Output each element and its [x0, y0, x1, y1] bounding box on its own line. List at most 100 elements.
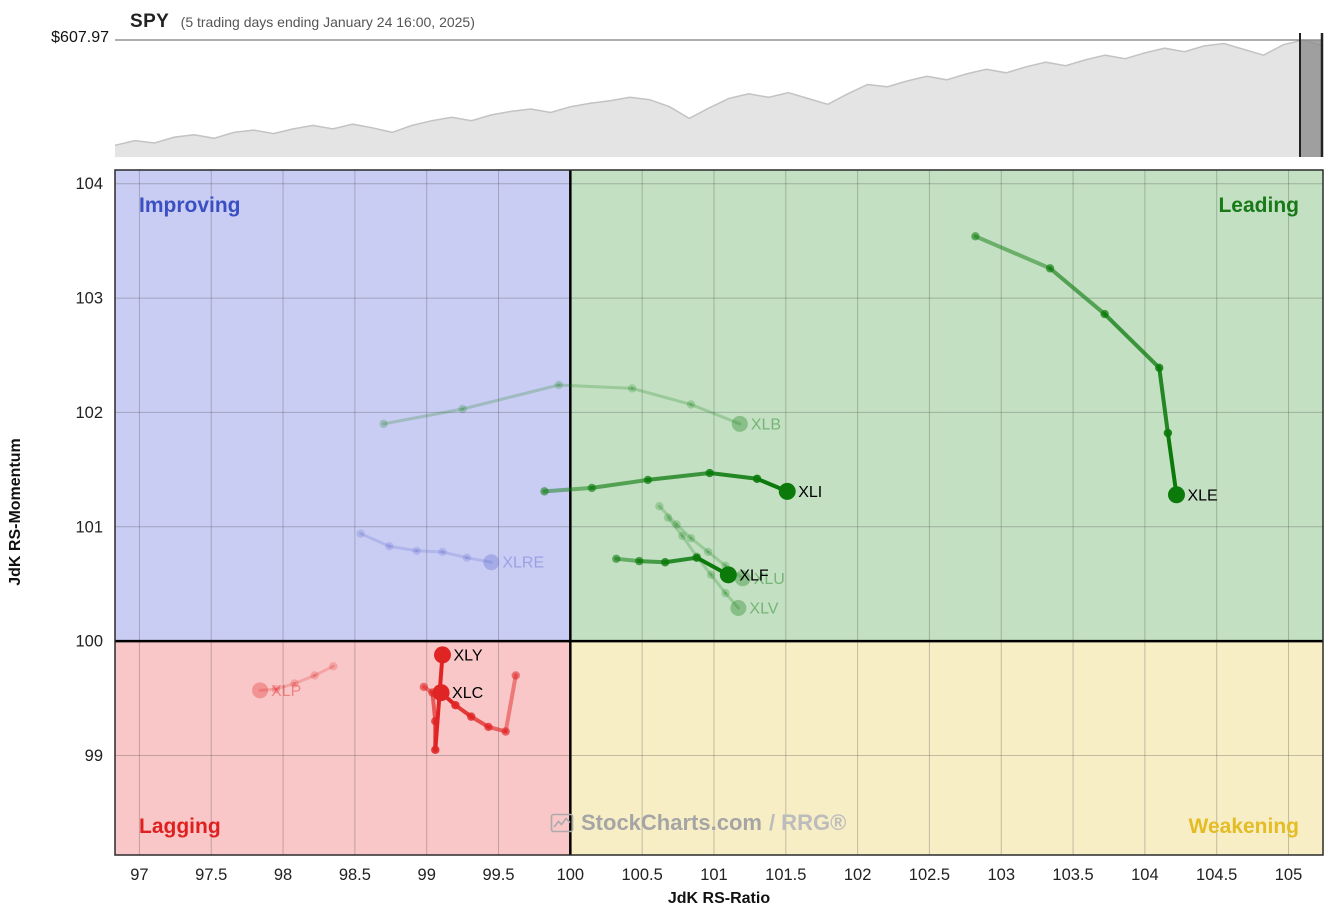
x-axis-title: JdK RS-Ratio: [668, 890, 770, 907]
tail-segment: [433, 652, 445, 752]
rrg-head-XLRE[interactable]: [483, 554, 500, 571]
last-price-label: $607.97: [51, 29, 109, 46]
rrg-tail-XLP[interactable]: XLP: [252, 662, 338, 700]
rrg-tail-XLC[interactable]: XLC: [432, 671, 520, 736]
tail-segment: [709, 573, 727, 595]
x-tick-label: 99: [418, 866, 436, 884]
date-slider-handle[interactable]: [1300, 40, 1322, 157]
tail-point: [721, 588, 730, 598]
rrg-head-XLI[interactable]: [778, 482, 796, 500]
tail-segment: [657, 504, 679, 527]
y-axis-title: JdK RS-Momentum: [7, 438, 24, 586]
tail-point: [451, 700, 460, 710]
tail-segment: [1165, 431, 1179, 497]
tail-segment: [666, 516, 684, 538]
tail-point: [379, 419, 388, 429]
tail-point: [290, 679, 299, 688]
x-tick-label: 102: [844, 866, 872, 884]
tail-point: [511, 671, 520, 680]
rrg-symbol-label-XLU[interactable]: XLU: [754, 571, 785, 588]
rrg-tail-XLB[interactable]: XLB: [379, 380, 781, 434]
x-tick-label: 104: [1131, 866, 1159, 884]
tail-segment: [542, 485, 594, 494]
tail-segment: [663, 555, 699, 565]
quadrant-label-improving: Improving: [139, 194, 241, 217]
tail-point: [660, 558, 670, 567]
x-tick-label: 101: [700, 866, 728, 884]
tail-point: [501, 727, 510, 736]
rrg-head-XLV[interactable]: [730, 599, 747, 616]
tail-point: [672, 520, 681, 529]
rrg-head-XLY[interactable]: [433, 646, 451, 664]
quadrant-weakening: [570, 641, 1323, 855]
rrg-symbol-label-XLP[interactable]: XLP: [271, 683, 301, 700]
tail-point: [663, 513, 673, 522]
tail-point: [428, 688, 437, 697]
tail-point: [692, 553, 701, 562]
rrg-head-XLP[interactable]: [252, 682, 269, 699]
tail-segment: [723, 591, 740, 610]
tail-point: [412, 546, 421, 556]
tail-point: [438, 547, 447, 557]
tail-segment: [382, 407, 465, 426]
tail-segment: [465, 556, 493, 564]
date-range-subtitle: (5 trading days ending January 24 16:00,…: [180, 14, 475, 30]
tail-segment: [1157, 365, 1170, 436]
tail-point: [462, 553, 472, 562]
tail-point: [1100, 309, 1109, 319]
tail-segment: [630, 386, 693, 406]
tail-segment: [675, 523, 693, 540]
x-tick-label: 100: [557, 866, 585, 884]
tail-segment: [1102, 312, 1162, 370]
rrg-symbol-label-XLE[interactable]: XLE: [1187, 487, 1217, 504]
tail-segment: [387, 544, 419, 553]
rrg-tail-XLE[interactable]: XLE: [971, 232, 1218, 504]
rrg-symbol-label-XLV[interactable]: XLV: [749, 600, 778, 617]
tail-point: [706, 570, 716, 580]
tail-point: [554, 380, 564, 390]
tail-segment: [637, 559, 668, 565]
tail-point: [271, 684, 281, 694]
tail-point: [385, 542, 394, 551]
rrg-tail-XLV[interactable]: XLV: [663, 513, 779, 617]
tail-segment: [589, 477, 650, 490]
tail-point: [686, 534, 696, 543]
tail-point: [419, 682, 429, 692]
tail-point: [587, 483, 597, 493]
tail-point: [356, 529, 365, 538]
x-tick-label: 103.5: [1052, 866, 1093, 884]
tail-point: [540, 487, 549, 496]
x-tick-label: 97: [130, 866, 148, 884]
quadrant-lagging: [115, 641, 571, 855]
rrg-symbol-label-XLF[interactable]: XLF: [739, 567, 769, 584]
rrg-tail-XLI[interactable]: XLI: [540, 468, 822, 501]
tail-point: [704, 547, 713, 557]
rrg-symbol-label-XLB[interactable]: XLB: [751, 416, 781, 433]
y-tick-label: 100: [75, 633, 103, 651]
quadrant-label-leading: Leading: [1218, 194, 1299, 217]
rrg-head-XLB[interactable]: [731, 415, 748, 432]
tail-point: [1155, 363, 1164, 373]
y-tick-label: 103: [75, 290, 103, 308]
spy-price-line: [114, 39, 1324, 147]
tail-segment: [313, 664, 335, 677]
rrg-symbol-label-XLI[interactable]: XLI: [798, 484, 822, 501]
rrg-head-XLE[interactable]: [1167, 486, 1185, 504]
rrg-tail-XLF[interactable]: XLF: [612, 553, 769, 584]
tail-point: [431, 717, 440, 726]
plot-border: [114, 169, 1324, 856]
tail-segment: [557, 383, 634, 390]
rrg-symbol-label-XLC[interactable]: XLC: [452, 685, 483, 702]
rrg-head-XLU[interactable]: [734, 570, 751, 587]
tail-point: [431, 745, 440, 754]
tail-segment: [293, 673, 317, 685]
tail-point: [1045, 264, 1055, 273]
rrg-tail-XLY[interactable]: XLY: [419, 646, 483, 754]
chart-header: SPY (5 trading days ending January 24 16…: [130, 11, 475, 33]
rrg-symbol-label-XLRE[interactable]: XLRE: [502, 555, 544, 572]
tail-point: [1163, 428, 1173, 438]
rrg-head-XLF[interactable]: [719, 566, 737, 584]
rrg-tail-XLRE[interactable]: XLRE: [356, 529, 544, 572]
x-tick-label: 103: [987, 866, 1015, 884]
rrg-symbol-label-XLY[interactable]: XLY: [453, 647, 482, 664]
